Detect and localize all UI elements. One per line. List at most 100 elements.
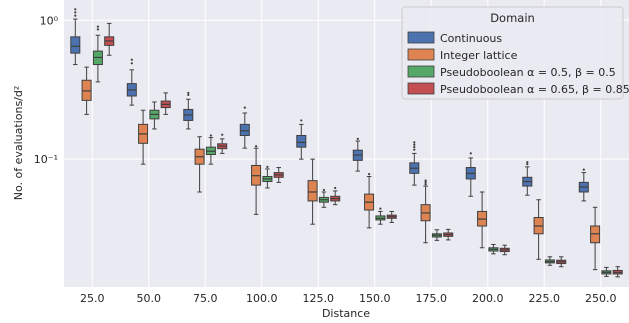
box-2-250.0: [590, 206, 601, 271]
outlier-point: [413, 143, 416, 146]
outlier-point: [243, 106, 246, 109]
x-tick-label: 100.0: [246, 292, 278, 305]
box-1-200.0: [465, 152, 476, 197]
box-1-100.0: [239, 106, 250, 149]
box-2-25.0: [81, 66, 92, 115]
box-4-225.0: [556, 256, 567, 268]
box-2-100.0: [251, 145, 262, 215]
outlier-point: [413, 146, 416, 149]
outlier-point: [187, 93, 190, 97]
box-1-125.0: [296, 119, 307, 160]
box-3-25.0: [92, 25, 103, 83]
outlier-point: [74, 11, 77, 14]
legend-swatch: [407, 65, 435, 78]
outlier-point: [209, 134, 212, 137]
outlier-point: [255, 145, 258, 148]
outlier-point: [221, 133, 224, 136]
tick-labels: 25.0 50.0 75.0 100.0 125.0 150.0 175.0 200.0 225…: [34, 14, 617, 305]
box-1-225.0: [522, 161, 533, 196]
outlier-point: [187, 91, 190, 94]
outlier-point: [130, 62, 133, 65]
box-1-25.0: [70, 8, 81, 66]
box-2-125.0: [307, 158, 318, 225]
box-iqr: [307, 180, 318, 202]
outlier-point: [379, 207, 382, 210]
box-3-250.0: [601, 266, 612, 277]
outlier-point: [582, 168, 585, 171]
x-tick-label: 25.0: [80, 292, 105, 305]
box-4-50.0: [160, 92, 171, 115]
legend: Domain Continuous Integer lattice Pseudoboo…: [401, 6, 629, 100]
legend-title: Domain: [490, 11, 535, 25]
outlier-point: [356, 137, 359, 140]
box-3-100.0: [262, 165, 273, 189]
x-tick-label: 250.0: [585, 292, 617, 305]
outlier-point: [334, 186, 337, 190]
box-iqr: [296, 135, 307, 148]
x-tick-label: 75.0: [193, 292, 218, 305]
box-4-250.0: [612, 266, 623, 278]
box-3-125.0: [318, 188, 329, 208]
boxes-layer: [70, 8, 623, 278]
box-1-175.0: [409, 141, 420, 186]
box-3-75.0: [205, 134, 216, 165]
outlier-point: [74, 14, 77, 17]
box-2-200.0: [477, 191, 488, 249]
box-4-75.0: [217, 133, 228, 154]
x-tick-label: 175.0: [416, 292, 448, 305]
outlier-point: [424, 179, 427, 182]
outlier-point: [413, 141, 416, 144]
outlier-point: [74, 8, 77, 11]
box-1-150.0: [352, 137, 363, 172]
box-iqr: [81, 79, 92, 101]
box-4-100.0: [273, 167, 284, 183]
box-2-175.0: [420, 179, 431, 244]
box-2-50.0: [138, 109, 149, 165]
x-tick-label: 125.0: [303, 292, 335, 305]
legend-frame: [401, 6, 624, 100]
outlier-point: [266, 165, 269, 168]
outlier-point: [526, 163, 529, 166]
box-iqr: [70, 36, 81, 54]
box-2-225.0: [533, 199, 544, 260]
box-3-150.0: [375, 207, 386, 225]
box-iqr: [239, 123, 250, 137]
outlier-point: [469, 152, 472, 155]
legend-swatch: [407, 31, 435, 44]
box-4-175.0: [443, 228, 454, 241]
outlier-point: [368, 173, 371, 176]
x-tick-label: 150.0: [359, 292, 391, 305]
box-4-125.0: [330, 186, 341, 206]
outlier-point: [424, 183, 427, 186]
legend-entry: Integer lattice: [440, 49, 518, 62]
outlier-point: [424, 181, 427, 184]
legend-swatch: [407, 48, 435, 61]
box-2-75.0: [194, 136, 205, 193]
outlier-point: [96, 28, 99, 31]
outlier-point: [413, 148, 416, 151]
box-4-200.0: [499, 244, 510, 256]
y-axis-label: No. of evaluations/d²: [12, 86, 25, 201]
box-1-50.0: [126, 58, 137, 106]
box-3-200.0: [488, 243, 499, 255]
box-1-75.0: [183, 91, 194, 130]
x-tick-label: 225.0: [529, 292, 561, 305]
legend-entry: Continuous: [440, 32, 502, 45]
legend-entry: Pseudoboolean α = 0.65, β = 0.85: [440, 83, 629, 96]
x-tick-label: 200.0: [472, 292, 504, 305]
x-axis-label: Distance: [322, 307, 370, 320]
box-4-25.0: [104, 22, 115, 56]
y-tick-label: 10⁰: [40, 14, 59, 27]
y-tick-label: 10⁻¹: [34, 153, 58, 166]
legend-entry: Pseudoboolean α = 0.5, β = 0.5: [440, 66, 616, 79]
box-4-150.0: [386, 210, 397, 223]
legend-swatch: [407, 82, 435, 95]
box-2-150.0: [364, 173, 375, 229]
box-3-50.0: [149, 101, 160, 130]
outlier-point: [322, 188, 325, 192]
box-3-175.0: [431, 229, 442, 241]
outlier-point: [130, 58, 133, 61]
x-tick-label: 50.0: [137, 292, 162, 305]
box-3-225.0: [544, 256, 555, 266]
